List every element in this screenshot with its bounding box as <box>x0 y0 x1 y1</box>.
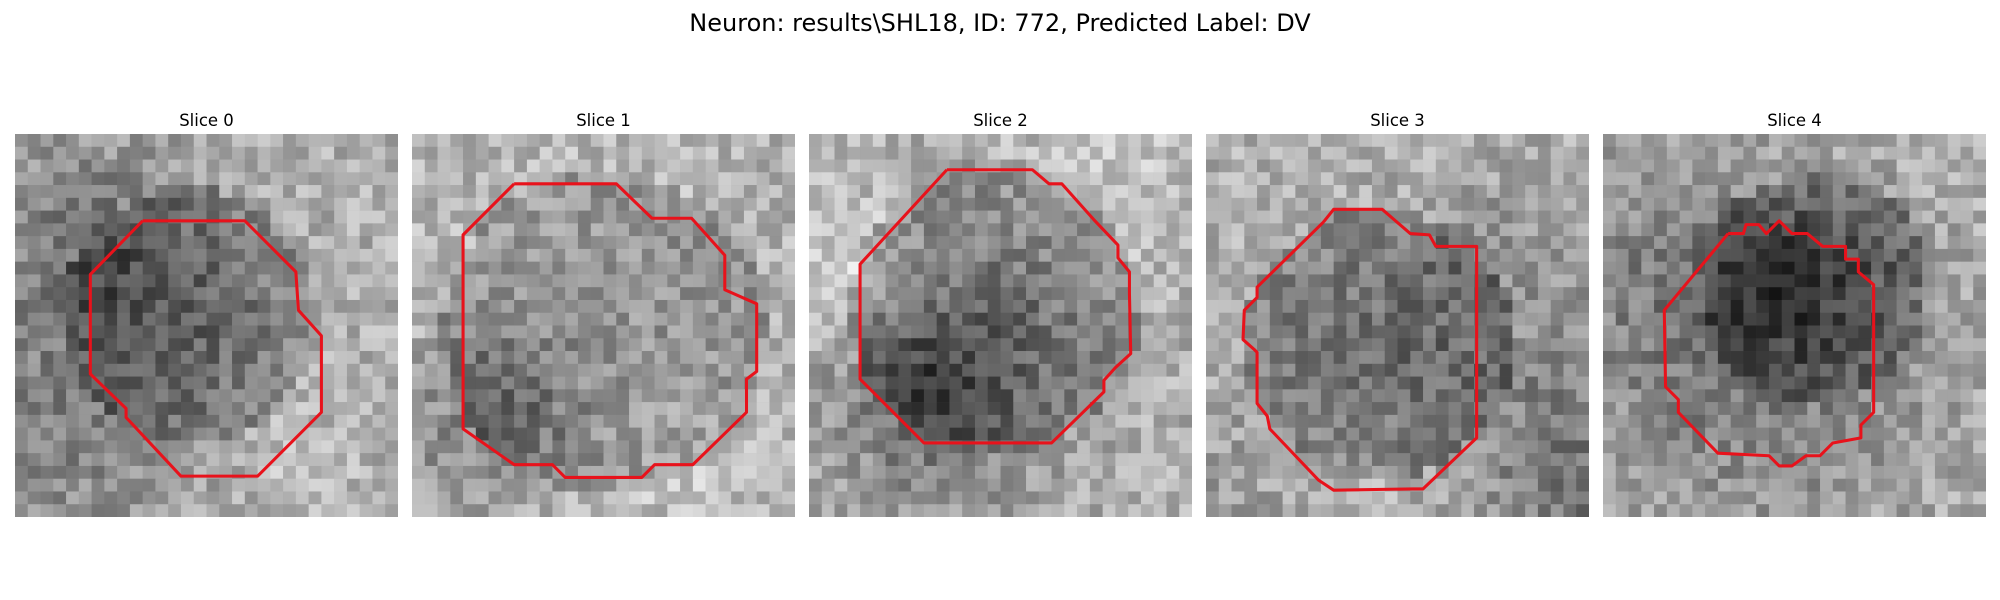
slice-panel-0: Slice 0 <box>15 109 398 517</box>
pixel-grid <box>15 134 398 517</box>
pixel-grid <box>1603 134 1986 517</box>
pixel-grid <box>412 134 795 517</box>
slice-title: Slice 4 <box>1767 111 1822 130</box>
figure-title: Neuron: results\SHL18, ID: 772, Predicte… <box>689 9 1311 37</box>
slice-panel-3: Slice 3 <box>1206 109 1589 517</box>
neuron-contour <box>1662 219 1876 468</box>
slice-panel-2: Slice 2 <box>809 109 1192 517</box>
slice-title: Slice 3 <box>1370 111 1425 130</box>
slice-title: Slice 2 <box>973 111 1028 130</box>
pixel-grid <box>1206 134 1589 517</box>
neuron-contour <box>858 168 1133 445</box>
neuron-contour <box>88 219 323 478</box>
slice-panel-4: Slice 4 <box>1603 109 1986 517</box>
slice-panel-1: Slice 1 <box>412 109 795 517</box>
slice-image-1 <box>412 134 795 517</box>
slice-title: Slice 0 <box>179 111 234 130</box>
slice-title: Slice 1 <box>576 111 631 130</box>
neuron-contour <box>461 182 759 479</box>
slice-image-3 <box>1206 134 1589 517</box>
slice-image-4 <box>1603 134 1986 517</box>
slice-image-0 <box>15 134 398 517</box>
pixel-grid <box>809 134 1192 517</box>
neuron-contour <box>1241 207 1479 492</box>
slice-image-2 <box>809 134 1192 517</box>
